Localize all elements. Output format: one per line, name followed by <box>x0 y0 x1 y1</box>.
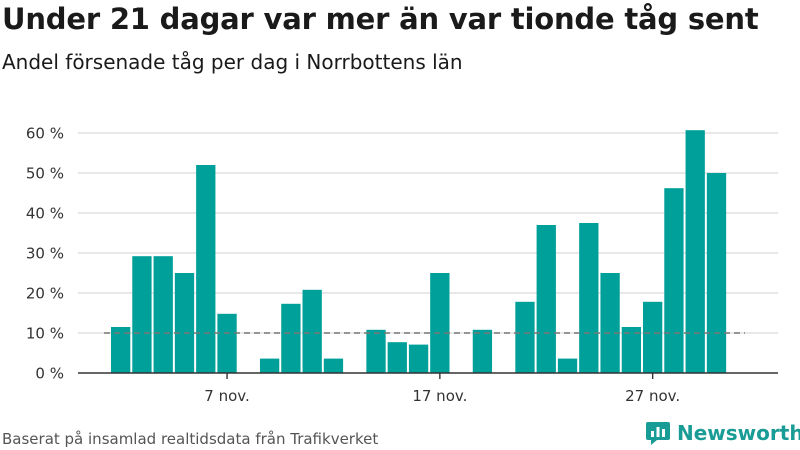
bar <box>536 225 556 373</box>
y-tick-label: 0 % <box>35 365 64 383</box>
bar <box>472 329 493 373</box>
y-tick-label: 60 % <box>26 125 64 143</box>
bar <box>111 327 131 373</box>
chart-title: Under 21 dagar var mer än var tionde tåg… <box>2 2 759 36</box>
y-tick-label: 40 % <box>26 205 64 223</box>
bar <box>132 256 152 373</box>
source-note: Baserat på insamlad realtidsdata från Tr… <box>2 430 379 448</box>
bar <box>174 273 195 373</box>
bar <box>196 165 216 373</box>
bar <box>685 130 705 373</box>
chart-subtitle: Andel försenade tåg per dag i Norrbotten… <box>2 50 463 74</box>
bar <box>664 188 684 373</box>
bar <box>153 256 173 373</box>
bar <box>515 301 535 373</box>
x-axis-tick-labels: 7 nov. 17 nov. 27 nov. <box>204 373 680 405</box>
x-tick-label: 27 nov. <box>625 387 680 405</box>
bar <box>387 342 407 373</box>
bar <box>323 358 344 373</box>
newsworthy-logo-icon <box>646 422 670 445</box>
bar <box>281 303 301 373</box>
bar <box>600 273 620 373</box>
bar <box>259 358 280 373</box>
bar <box>706 173 727 373</box>
y-tick-label: 20 % <box>26 285 64 303</box>
bars <box>111 130 727 373</box>
bar <box>408 344 429 373</box>
bar-chart: 0 % 10 % 20 % 30 % 40 % 50 % 60 % 7 nov. 17 nov… <box>26 125 778 405</box>
x-tick-label: 7 nov. <box>204 387 249 405</box>
newsworthy-logo-text: Newsworthy <box>677 421 800 445</box>
newsworthy-logo: Newsworthy <box>645 420 800 446</box>
y-axis-tick-labels: 0 % 10 % 20 % 30 % 40 % 50 % 60 % <box>26 125 64 383</box>
y-tick-label: 10 % <box>26 325 64 343</box>
bar <box>579 223 599 373</box>
y-tick-label: 50 % <box>26 165 64 183</box>
y-tick-label: 30 % <box>26 245 64 263</box>
bar <box>557 358 578 373</box>
bar <box>366 329 386 373</box>
bar <box>643 301 663 373</box>
bar <box>302 289 322 373</box>
bar <box>430 273 450 373</box>
bar <box>217 313 237 373</box>
x-tick-label: 17 nov. <box>412 387 467 405</box>
bar <box>621 327 642 373</box>
